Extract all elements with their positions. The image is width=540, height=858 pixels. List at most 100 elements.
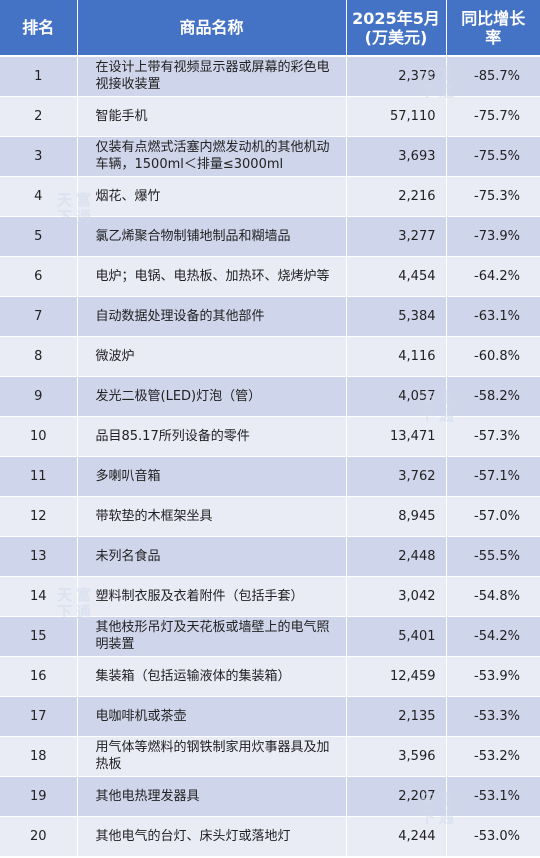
value-cell: 4,116 (346, 336, 447, 377)
yoy-cell: -75.5% (446, 136, 540, 177)
yoy-cell: -75.3% (446, 176, 540, 217)
table-row: 9 发光二极管(LED)灯泡（管） 4,057 -58.2% (0, 376, 540, 417)
rank-cell: 4 (0, 176, 78, 217)
yoy-cell: -55.5% (446, 536, 540, 577)
rank-cell: 15 (0, 616, 78, 657)
table-row: 20 其他电气的台灯、床头灯或落地灯 4,244 -53.0% (0, 816, 540, 857)
value-cell: 57,110 (346, 96, 447, 137)
yoy-cell: -57.1% (446, 456, 540, 497)
rank-cell: 1 (0, 56, 78, 97)
table-row: 14 塑料制衣服及衣着附件（包括手套） 3,042 -54.8% (0, 576, 540, 617)
product-name-cell: 塑料制衣服及衣着附件（包括手套） (77, 576, 347, 617)
product-name-cell: 发光二极管(LED)灯泡（管） (77, 376, 347, 417)
table-row: 7 自动数据处理设备的其他部件 5,384 -63.1% (0, 296, 540, 337)
product-name-cell: 其他电气的台灯、床头灯或落地灯 (77, 816, 347, 857)
product-name-cell: 电炉；电锅、电热板、加热环、烧烤炉等 (77, 256, 347, 297)
value-cell: 5,401 (346, 616, 447, 657)
value-cell: 12,459 (346, 656, 447, 697)
product-name-cell: 自动数据处理设备的其他部件 (77, 296, 347, 337)
rank-cell: 13 (0, 536, 78, 577)
header-value-line1: 2025年5月 (352, 8, 440, 28)
rank-cell: 2 (0, 96, 78, 137)
value-cell: 4,244 (346, 816, 447, 857)
yoy-cell: -53.2% (446, 736, 540, 777)
table-row: 3 仅装有点燃式活塞内燃发动机的其他机动车辆，1500ml＜排量≤3000ml 3,… (0, 136, 540, 177)
header-rank: 排名 (0, 0, 78, 57)
value-cell: 5,384 (346, 296, 447, 337)
rank-cell: 12 (0, 496, 78, 537)
product-name-cell: 其他电热理发器具 (77, 776, 347, 817)
yoy-cell: -73.9% (446, 216, 540, 257)
product-name-cell: 集装箱（包括运输液体的集装箱） (77, 656, 347, 697)
product-name-cell: 未列名食品 (77, 536, 347, 577)
rank-cell: 18 (0, 736, 78, 777)
yoy-cell: -58.2% (446, 376, 540, 417)
product-name-cell: 其他枝形吊灯及天花板或墙壁上的电气照明装置 (77, 616, 347, 657)
value-cell: 3,762 (346, 456, 447, 497)
table-row: 5 氯乙烯聚合物制铺地制品和糊墙品 3,277 -73.9% (0, 216, 540, 257)
rank-cell: 17 (0, 696, 78, 737)
product-name-cell: 烟花、爆竹 (77, 176, 347, 217)
table-row: 4 烟花、爆竹 2,216 -75.3% (0, 176, 540, 217)
table-row: 13 未列名食品 2,448 -55.5% (0, 536, 540, 577)
table-row: 17 电咖啡机或茶壶 2,135 -53.3% (0, 696, 540, 737)
table-body: 1 在设计上带有视频显示器或屏幕的彩色电视接收装置 2,379 -85.7% 2 智能手机… (0, 56, 540, 857)
value-cell: 2,207 (346, 776, 447, 817)
rank-cell: 20 (0, 816, 78, 857)
value-cell: 4,057 (346, 376, 447, 417)
product-name-cell: 氯乙烯聚合物制铺地制品和糊墙品 (77, 216, 347, 257)
table-row: 2 智能手机 57,110 -75.7% (0, 96, 540, 137)
table-row: 11 多喇叭音箱 3,762 -57.1% (0, 456, 540, 497)
yoy-cell: -54.8% (446, 576, 540, 617)
yoy-cell: -53.0% (446, 816, 540, 857)
value-cell: 3,693 (346, 136, 447, 177)
header-name: 商品名称 (77, 0, 347, 57)
yoy-cell: -64.2% (446, 256, 540, 297)
product-name-cell: 电咖啡机或茶壶 (77, 696, 347, 737)
table-row: 10 品目85.17所列设备的零件 13,471 -57.3% (0, 416, 540, 457)
rank-cell: 9 (0, 376, 78, 417)
table-row: 16 集装箱（包括运输液体的集装箱） 12,459 -53.9% (0, 656, 540, 697)
table-row: 18 用气体等燃料的钢铁制家用炊事器具及加热板 3,596 -53.2% (0, 736, 540, 777)
product-name-cell: 智能手机 (77, 96, 347, 137)
product-name-cell: 用气体等燃料的钢铁制家用炊事器具及加热板 (77, 736, 347, 777)
yoy-cell: -75.7% (446, 96, 540, 137)
rank-cell: 8 (0, 336, 78, 377)
value-cell: 2,448 (346, 536, 447, 577)
rank-cell: 7 (0, 296, 78, 337)
yoy-cell: -63.1% (446, 296, 540, 337)
header-yoy-line2: 率 (485, 27, 502, 47)
rank-cell: 5 (0, 216, 78, 257)
rank-cell: 3 (0, 136, 78, 177)
rank-cell: 10 (0, 416, 78, 457)
product-name-cell: 品目85.17所列设备的零件 (77, 416, 347, 457)
product-name-cell: 在设计上带有视频显示器或屏幕的彩色电视接收装置 (77, 56, 347, 97)
table-row: 19 其他电热理发器具 2,207 -53.1% (0, 776, 540, 817)
yoy-cell: -53.3% (446, 696, 540, 737)
rank-cell: 14 (0, 576, 78, 617)
value-cell: 3,277 (346, 216, 447, 257)
header-value: 2025年5月 (万美元) (346, 0, 447, 57)
yoy-cell: -53.9% (446, 656, 540, 697)
table-header: 排名 商品名称 2025年5月 (万美元) 同比增长 率 (0, 0, 540, 57)
value-cell: 3,042 (346, 576, 447, 617)
value-cell: 8,945 (346, 496, 447, 537)
value-cell: 2,216 (346, 176, 447, 217)
value-cell: 2,135 (346, 696, 447, 737)
yoy-cell: -57.3% (446, 416, 540, 457)
value-cell: 3,596 (346, 736, 447, 777)
table-row: 8 微波炉 4,116 -60.8% (0, 336, 540, 377)
product-name-cell: 带软垫的木框架坐具 (77, 496, 347, 537)
value-cell: 2,379 (346, 56, 447, 97)
rank-cell: 16 (0, 656, 78, 697)
rank-cell: 6 (0, 256, 78, 297)
table-row: 15 其他枝形吊灯及天花板或墙壁上的电气照明装置 5,401 -54.2% (0, 616, 540, 657)
header-yoy-line1: 同比增长 (461, 8, 526, 28)
yoy-cell: -85.7% (446, 56, 540, 97)
yoy-cell: -53.1% (446, 776, 540, 817)
rank-cell: 11 (0, 456, 78, 497)
product-name-cell: 仅装有点燃式活塞内燃发动机的其他机动车辆，1500ml＜排量≤3000ml (77, 136, 347, 177)
header-yoy: 同比增长 率 (446, 0, 540, 57)
